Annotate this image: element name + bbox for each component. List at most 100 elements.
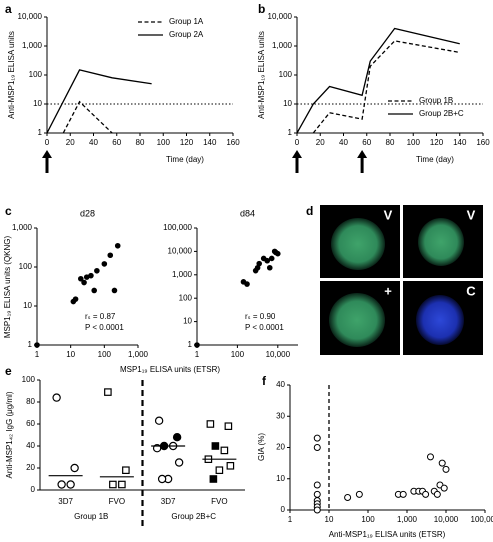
x-tick-label: 80 — [386, 138, 395, 147]
x-tick-label: 100 — [157, 138, 171, 147]
panel-label: f — [262, 374, 267, 388]
point — [111, 287, 118, 294]
y-tick-label: 100 — [22, 375, 36, 384]
point — [209, 475, 218, 483]
y-tick-label: 1,000 — [12, 223, 33, 232]
point — [422, 490, 430, 498]
x-tick-label: 80 — [136, 138, 145, 147]
y-tick-label: 10 — [23, 301, 32, 310]
y-axis-label: Anti-MSP1₁₉ ELISA units — [257, 31, 266, 119]
x-tick-label: 20 — [316, 138, 325, 147]
x-tick-label: 160 — [476, 138, 490, 147]
y-tick-label: 1,000 — [22, 41, 43, 50]
micrographs: d V V + C — [306, 204, 483, 355]
cell — [329, 293, 385, 347]
legend-label: Group 1B — [419, 96, 453, 105]
y-axis-label: GIA (%) — [257, 433, 266, 461]
x-tick-label: 1,000 — [397, 515, 418, 524]
x-tick-label: FVO — [109, 497, 125, 506]
y-tick-label: 10,000 — [18, 12, 43, 21]
x-tick-label: 60 — [362, 138, 371, 147]
panel-label: c — [5, 204, 12, 218]
y-tick-label: 10,000 — [168, 247, 193, 256]
panel-label: b — [258, 2, 265, 16]
legend-label: Group 2B+C — [419, 109, 464, 118]
point — [94, 267, 100, 274]
point — [34, 342, 40, 348]
point — [264, 257, 271, 264]
point — [78, 275, 84, 282]
chart-title: d28 — [80, 208, 95, 218]
point — [244, 281, 250, 287]
point — [109, 480, 117, 489]
x-tick-label: 3D7 — [58, 497, 73, 506]
legend-label: Group 1A — [169, 17, 204, 26]
point — [174, 458, 184, 467]
point — [224, 422, 233, 431]
point — [88, 272, 94, 279]
x-tick-label: 100 — [361, 515, 375, 524]
x-tick-label: 1 — [288, 515, 293, 524]
point — [52, 393, 61, 402]
point — [118, 480, 126, 489]
point — [122, 466, 130, 475]
y-tick-label: 100 — [279, 70, 293, 79]
x-axis-label: Anti-MSP1₁₉ ELISA units (ETSR) — [329, 530, 446, 539]
point — [313, 434, 321, 442]
point — [399, 490, 407, 498]
y-tick-label: 30 — [276, 411, 285, 420]
panel-label: a — [5, 2, 12, 16]
x-tick-label: 0 — [45, 138, 50, 147]
y-tick-label: 1 — [38, 128, 43, 137]
point — [440, 484, 448, 492]
point — [426, 453, 434, 461]
x-tick-label: 1,000 — [128, 350, 149, 359]
point — [438, 459, 446, 467]
cell — [331, 218, 385, 270]
y-tick-label: 1,000 — [172, 270, 193, 279]
x-tick-label: 100 — [98, 350, 112, 359]
y-tick-label: 60 — [26, 419, 35, 428]
cell-label: C — [466, 283, 476, 298]
point — [206, 420, 215, 428]
y-tick-label: 100 — [19, 262, 33, 271]
panel-label: d — [306, 204, 313, 218]
x-tick-label: 1 — [195, 350, 200, 359]
cell-label: + — [384, 283, 392, 298]
y-axis-label: Anti-MSP1₁₉ ELISA units — [7, 31, 16, 119]
series-line — [62, 100, 113, 134]
immunization-arrow — [292, 150, 302, 173]
annotation: rₛ = 0.87 — [85, 312, 116, 321]
point — [313, 490, 321, 498]
point — [433, 490, 441, 498]
point — [66, 480, 75, 489]
point — [57, 480, 66, 489]
point — [211, 442, 220, 450]
point — [154, 416, 164, 425]
y-tick-label: 10 — [183, 317, 192, 326]
y-tick-label: 100 — [29, 70, 43, 79]
x-tick-label: 40 — [89, 138, 98, 147]
point — [256, 260, 262, 267]
point — [313, 481, 321, 489]
annotation: rₛ = 0.90 — [245, 312, 276, 321]
x-tick-label: 120 — [180, 138, 194, 147]
y-tick-label: 10,000 — [268, 12, 293, 21]
y-tick-label: 80 — [26, 397, 35, 406]
annotation: P < 0.0001 — [245, 323, 284, 332]
point — [104, 388, 112, 396]
x-axis-label: Time (day) — [416, 155, 454, 164]
point — [114, 242, 121, 249]
point — [266, 264, 273, 271]
y-axis-label: MSP1₁₉ ELISA units (QKNG) — [3, 235, 12, 338]
cell — [418, 218, 464, 266]
y-tick-label: 0 — [31, 485, 36, 494]
point — [194, 342, 200, 348]
point — [70, 463, 79, 473]
x-tick-label: 0 — [295, 138, 300, 147]
series-line — [296, 27, 460, 134]
point — [91, 287, 97, 294]
y-tick-label: 10 — [276, 474, 285, 483]
legend-label: Group 2A — [169, 30, 204, 39]
x-tick-label: 10,000 — [434, 515, 459, 524]
